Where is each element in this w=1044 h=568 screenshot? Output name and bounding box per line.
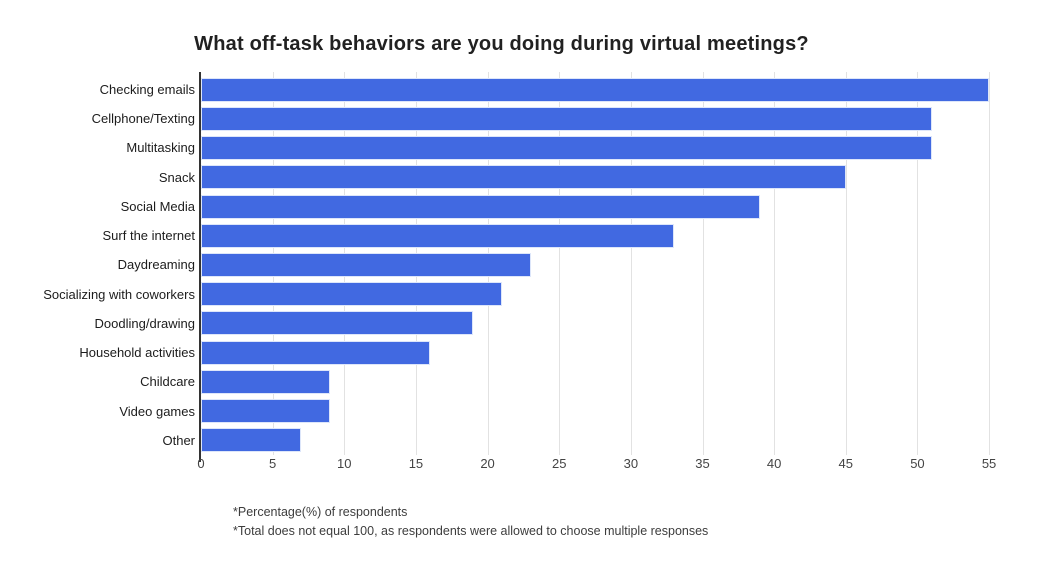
x-tick-label-45: 45 [838, 456, 854, 471]
x-axis: 0 5 10 15 20 25 30 35 40 45 50 55 [197, 456, 1012, 472]
x-tick-label-0: 0 [197, 456, 205, 471]
x-tick-label-35: 35 [695, 456, 710, 471]
x-tick-label-15: 15 [408, 456, 424, 471]
category-label-snack: Snack [158, 169, 195, 185]
category-label-social-media: Social Media [120, 198, 195, 214]
x-tick-label-10: 10 [337, 456, 352, 471]
x-tick-label-55: 55 [981, 456, 997, 471]
chart-bar-household-activities[interactable] [201, 340, 431, 365]
x-tick-label-20: 20 [480, 456, 495, 471]
category-axis: Checking emails Cellphone/Texting Multitas… [0, 75, 195, 455]
x-tick-label-30: 30 [623, 456, 639, 471]
chart-bar-doodling-drawing[interactable] [201, 311, 474, 336]
x-tick-label-40: 40 [766, 456, 782, 471]
y-axis-line [199, 72, 201, 462]
x-tick-label-25: 25 [551, 456, 567, 471]
x-tick-label-5: 5 [269, 456, 277, 471]
footnote-multiple-responses: *Total does not equal 100, as respondent… [233, 524, 709, 538]
chart-bar-other[interactable] [201, 428, 302, 453]
footnote-percentage: *Percentage(%) of respondents [233, 505, 408, 519]
gridline-25 [559, 72, 561, 455]
gridline-35 [702, 72, 704, 455]
bars-container [201, 75, 1012, 455]
chart-bar-video-games[interactable] [201, 399, 330, 424]
category-label-surf-the-internet: Surf the internet [102, 228, 196, 244]
chart-bar-checking-emails[interactable] [201, 77, 990, 102]
chart-bar-snack[interactable] [201, 165, 846, 190]
category-label-video-games: Video games [119, 403, 195, 419]
chart-bar-social-media[interactable] [201, 194, 760, 219]
footnotes: *Percentage(%) of respondents *Total doe… [233, 503, 708, 541]
gridline-45 [845, 72, 847, 455]
x-tick-label-50: 50 [910, 456, 925, 471]
gridline-40 [774, 72, 776, 455]
chart-bar-cellphone-texting[interactable] [201, 106, 932, 131]
category-label-daydreaming: Daydreaming [117, 257, 195, 273]
chart-bar-childcare[interactable] [201, 369, 330, 394]
gridline-30 [630, 72, 632, 455]
gridline-50 [917, 72, 919, 455]
category-label-household-activities: Household activities [79, 345, 195, 361]
chart-bar-multitasking[interactable] [201, 136, 932, 161]
category-label-checking-emails: Checking emails [99, 82, 195, 97]
category-label-socializing-with-coworkers: Socializing with coworkers [43, 286, 195, 302]
category-label-multitasking: Multitasking [126, 140, 195, 156]
chart-bar-surf-the-internet[interactable] [201, 223, 674, 248]
gridline-55 [989, 72, 991, 455]
category-label-other: Other [162, 432, 195, 448]
category-label-childcare: Childcare [140, 374, 195, 390]
chart-bar-socializing-with-coworkers[interactable] [201, 282, 502, 307]
category-label-cellphone-texting: Cellphone/Texting [91, 111, 195, 127]
category-label-doodling-drawing: Doodling/drawing [94, 315, 195, 331]
plot-area [199, 72, 1012, 462]
chart-title: What off-task behaviors are you doing du… [194, 33, 809, 55]
chart-bar-daydreaming[interactable] [201, 253, 531, 277]
